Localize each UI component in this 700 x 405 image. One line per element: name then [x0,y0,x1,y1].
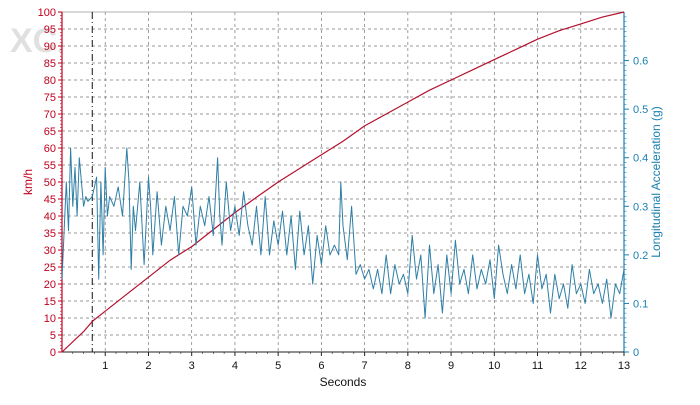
labels: Seconds km/h Longitudinal Acceleration (g) [21,106,663,389]
right-tick-label: 0.6 [633,56,648,68]
right-tick-label: 0 [633,347,639,359]
x-tick-label: 1 [102,360,108,372]
left-tick-label: 15 [44,296,56,308]
speed-line [61,11,625,353]
left-tick-label: 50 [44,177,56,189]
x-tick-label: 9 [448,360,454,372]
left-tick-label: 95 [44,24,56,36]
left-tick-label: 35 [44,228,56,240]
left-tick-label: 70 [44,109,56,121]
x-tick-label: 13 [618,360,630,372]
x-tick-label: 6 [318,360,324,372]
left-tick-label: 80 [44,75,56,87]
x-tick-label: 7 [362,360,368,372]
x-tick-label: 3 [189,360,195,372]
acceleration-line [61,147,625,319]
right-tick-label: 0.1 [633,298,648,310]
left-tick-label: 90 [44,41,56,53]
x-tick-label: 2 [145,360,151,372]
left-tick-label: 45 [44,194,56,206]
left-tick-label: 5 [50,330,56,342]
left-tick-label: 25 [44,262,56,274]
x-axis-label: Seconds [320,375,367,389]
grid [62,12,624,352]
left-tick-label: 20 [44,279,56,291]
left-tick-label: 55 [44,160,56,172]
right-tick-label: 0.2 [633,250,648,262]
x-tick-label: 4 [232,360,238,372]
right-axis-label: Longitudinal Acceleration (g) [649,106,663,257]
x-tick-label: 10 [488,360,500,372]
left-tick-label: 65 [44,126,56,138]
left-tick-label: 85 [44,58,56,70]
left-tick-label: 0 [50,347,56,359]
left-tick-label: 60 [44,143,56,155]
left-tick-label: 100 [38,7,56,19]
x-tick-label: 8 [405,360,411,372]
left-tick-label: 30 [44,245,56,257]
axes: 0510152025303540455055606570758085909510… [38,7,649,372]
right-tick-label: 0.5 [633,104,648,116]
left-tick-label: 75 [44,92,56,104]
series-layer [61,11,625,353]
x-tick-label: 5 [275,360,281,372]
left-tick-label: 10 [44,313,56,325]
left-axis-label: km/h [21,169,35,195]
left-tick-label: 40 [44,211,56,223]
right-tick-label: 0.3 [633,201,648,213]
x-tick-label: 11 [532,360,543,372]
x-tick-label: 12 [575,360,587,372]
right-tick-label: 0.4 [633,153,648,165]
